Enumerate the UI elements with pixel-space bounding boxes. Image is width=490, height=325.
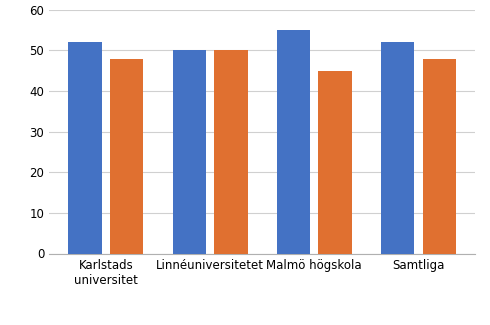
Bar	[318, 71, 352, 254]
Bar	[172, 50, 206, 254]
Bar	[381, 42, 414, 254]
Bar	[277, 30, 310, 254]
Bar	[214, 50, 247, 254]
Bar	[69, 42, 102, 254]
Bar	[110, 58, 144, 254]
Bar	[422, 58, 456, 254]
